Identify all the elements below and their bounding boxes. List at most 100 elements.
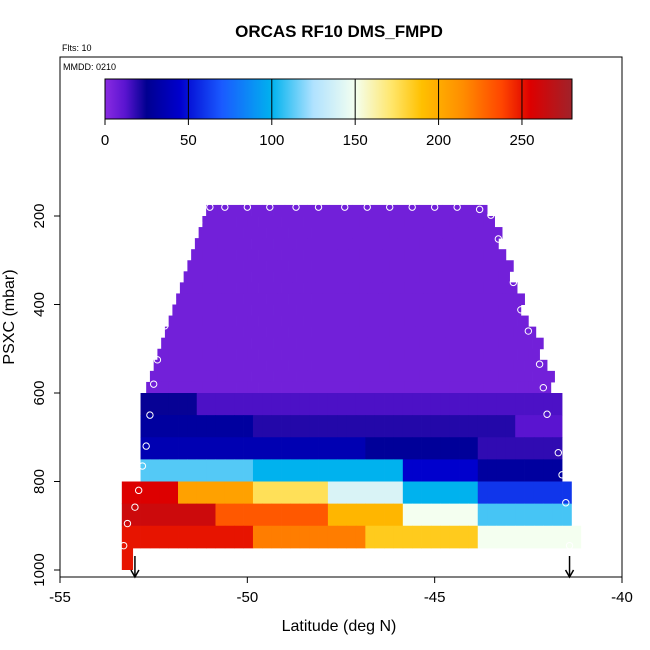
- heatmap-cell: [243, 326, 256, 339]
- heatmap-cell: [299, 326, 312, 339]
- heatmap-cell: [477, 503, 488, 527]
- heatmap-cell: [333, 260, 346, 272]
- heatmap-cell: [412, 481, 422, 505]
- flights-label: Flts: 10: [62, 43, 92, 53]
- heatmap-cell: [468, 260, 481, 272]
- heatmap-cell: [243, 415, 254, 438]
- heatmap-cell: [191, 249, 203, 261]
- heatmap-cell: [299, 359, 312, 372]
- heatmap-cell: [273, 238, 286, 250]
- profile-point: [221, 203, 229, 211]
- heatmap-cell: [252, 459, 263, 482]
- heatmap-cell: [487, 337, 499, 350]
- heatmap-cell: [254, 326, 267, 339]
- heatmap-cell: [524, 326, 537, 339]
- heatmap-cell: [543, 437, 554, 460]
- heatmap-cell: [176, 326, 188, 339]
- heatmap-cell: [161, 337, 173, 350]
- heatmap-cell: [243, 459, 254, 482]
- heatmap-cell: [318, 204, 331, 217]
- heatmap-cell: [385, 304, 398, 317]
- y-axis: 200 400 600 800 1000: [31, 203, 60, 587]
- heatmap-cell: [479, 227, 492, 239]
- heatmap-cell: [404, 216, 417, 228]
- heatmap-cell: [397, 271, 409, 283]
- heatmap-cell: [346, 393, 357, 416]
- heatmap-cell: [382, 282, 394, 294]
- heatmap-cell: [266, 326, 278, 339]
- heatmap-cell: [524, 393, 535, 416]
- heatmap-cell: [370, 348, 383, 361]
- heatmap-cell: [213, 282, 226, 294]
- heatmap-cell: [252, 415, 263, 438]
- heatmap-cell: [440, 459, 451, 482]
- heatmap-cell: [281, 216, 293, 228]
- heatmap-cell: [243, 481, 254, 505]
- heatmap-cell: [483, 381, 495, 394]
- heatmap-cell: [187, 415, 198, 438]
- heatmap-cell: [183, 337, 196, 350]
- heatmap-cell: [239, 204, 252, 217]
- heatmap-cell: [483, 249, 495, 261]
- heatmap-cell: [327, 481, 338, 505]
- heatmap-cell: [449, 459, 460, 482]
- heatmap-cell: [292, 348, 304, 361]
- heatmap-cell: [402, 437, 413, 460]
- heatmap-cell: [404, 348, 417, 361]
- heatmap-cell: [318, 393, 329, 416]
- heatmap-cell: [475, 238, 488, 250]
- heatmap-cell: [224, 381, 237, 394]
- heatmap-cell: [449, 381, 462, 394]
- heatmap-cell: [243, 393, 254, 416]
- heatmap-cell: [393, 282, 406, 294]
- heatmap-cell: [468, 503, 479, 527]
- heatmap-cell: [457, 359, 469, 372]
- heatmap-cell: [400, 359, 413, 372]
- heatmap-cell: [384, 525, 394, 549]
- heatmap-cell: [178, 415, 188, 438]
- heatmap-cell: [307, 271, 319, 283]
- heatmap-cell: [374, 238, 387, 250]
- heatmap-cell: [393, 503, 404, 527]
- heatmap-cell: [438, 216, 451, 228]
- heatmap-cell: [179, 282, 192, 294]
- heatmap-cell: [236, 348, 248, 361]
- heatmap-cell: [533, 393, 544, 416]
- heatmap-cell: [221, 227, 233, 239]
- heatmap-cell: [421, 415, 432, 438]
- heatmap-cell: [333, 326, 346, 339]
- heatmap-cell: [412, 415, 422, 438]
- heatmap-cell: [445, 293, 458, 305]
- heatmap-cell: [543, 393, 554, 416]
- profile-point: [314, 203, 323, 211]
- heatmap-cell: [309, 437, 319, 460]
- heatmap-cell: [378, 227, 391, 239]
- heatmap-cell: [247, 381, 259, 394]
- heatmap-cell: [385, 337, 398, 350]
- heatmap-cell: [329, 337, 342, 350]
- heatmap-cell: [524, 525, 535, 549]
- heatmap-cell: [552, 525, 563, 549]
- heatmap-cell: [318, 525, 329, 549]
- heatmap-cell: [329, 271, 342, 283]
- heatmap-cell: [213, 348, 226, 361]
- heatmap-cell: [258, 381, 271, 394]
- heatmap-cell: [363, 304, 376, 317]
- heatmap-cell: [472, 315, 484, 328]
- heatmap-cell: [483, 282, 495, 294]
- heatmap-cell: [296, 304, 308, 317]
- heatmap-cell: [517, 348, 529, 361]
- profile-point: [554, 449, 563, 457]
- heatmap-cell: [515, 481, 525, 505]
- heatmap-cell: [224, 282, 237, 294]
- heatmap-cell: [363, 204, 376, 217]
- heatmap-cell: [277, 227, 289, 239]
- heatmap-cell: [552, 393, 563, 416]
- heatmap-cell: [393, 481, 404, 505]
- heatmap-cell: [483, 348, 495, 361]
- heatmap-cell: [187, 359, 200, 372]
- heatmap-cell: [247, 216, 259, 228]
- colorbar-tick-label: 100: [259, 132, 284, 149]
- profile-point: [517, 306, 525, 314]
- heatmap-cell: [475, 204, 488, 217]
